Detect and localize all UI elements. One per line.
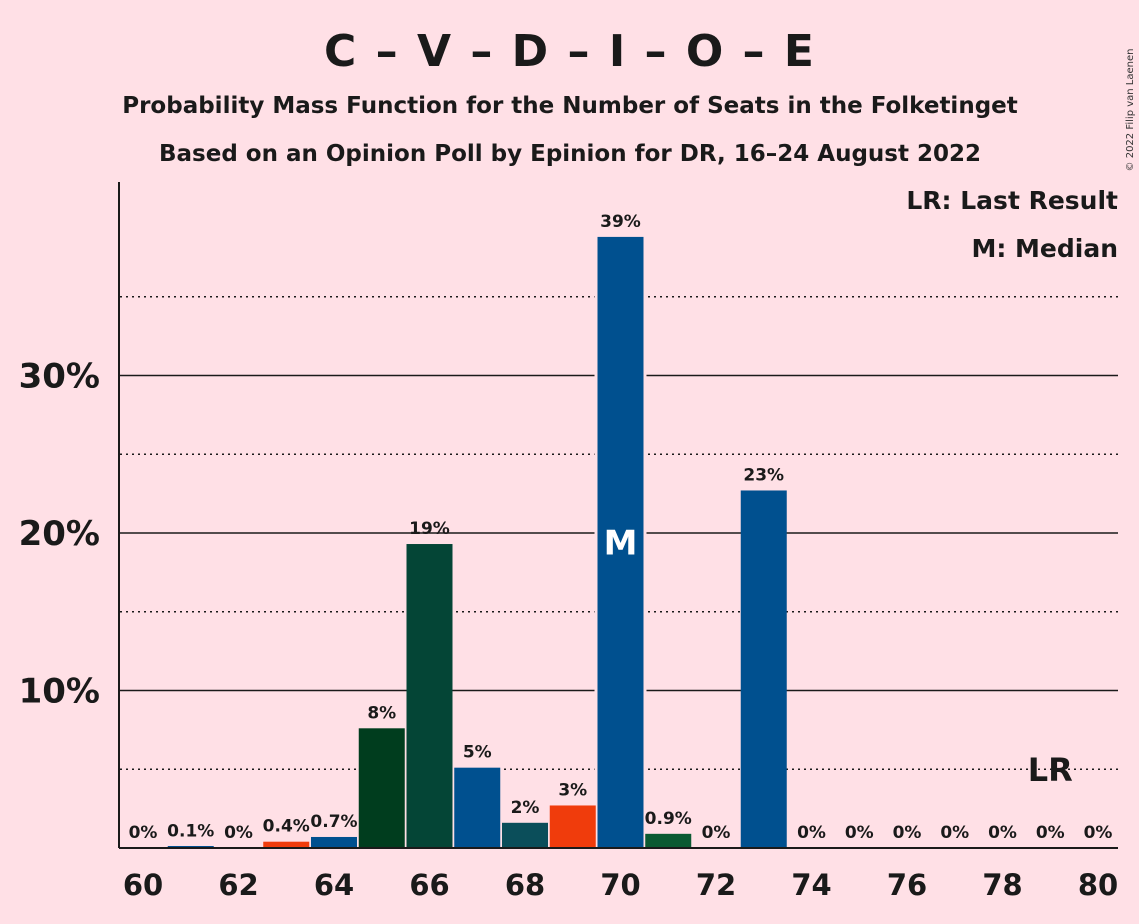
x-tick-label: 60 xyxy=(123,868,163,902)
x-tick-label: 80 xyxy=(1078,868,1118,902)
y-tick-label: 10% xyxy=(19,672,100,712)
data-label: 0% xyxy=(845,823,874,843)
x-tick-label: 66 xyxy=(409,868,449,902)
last-result-marker: LR xyxy=(1028,751,1073,789)
data-label: 2% xyxy=(511,798,540,818)
bar-seat-67 xyxy=(454,767,501,848)
bar-seat-64 xyxy=(311,836,357,848)
data-label: 0% xyxy=(1084,823,1113,843)
data-label: 0.7% xyxy=(310,812,357,832)
data-label: 0% xyxy=(797,823,826,843)
data-label: 0.4% xyxy=(263,817,310,837)
x-tick-label: 74 xyxy=(791,868,831,902)
data-label: 0% xyxy=(988,823,1017,843)
bar-seat-70 xyxy=(597,236,644,848)
y-tick-label: 20% xyxy=(19,514,100,554)
x-tick-label: 70 xyxy=(600,868,640,902)
data-label: 0.1% xyxy=(167,821,214,841)
x-tick-label: 62 xyxy=(218,868,258,902)
chart-title: C – V – D – I – O – E xyxy=(324,26,816,77)
chart-subtitle-1: Probability Mass Function for the Number… xyxy=(122,93,1018,119)
bar-seat-71 xyxy=(645,833,692,848)
data-label: 19% xyxy=(409,519,450,539)
legend-median: M: Median xyxy=(971,234,1118,263)
bar-seat-66 xyxy=(406,544,453,848)
bars xyxy=(167,236,787,848)
x-tick-label: 76 xyxy=(887,868,927,902)
data-label: 23% xyxy=(743,465,784,485)
data-label: 0% xyxy=(702,823,731,843)
y-axis-ticks: 10% 20% 30% xyxy=(19,357,100,712)
data-label: 0% xyxy=(893,823,922,843)
median-marker: M xyxy=(604,523,638,563)
data-label: 0% xyxy=(129,823,158,843)
data-label: 0.9% xyxy=(645,809,692,829)
bar-seat-68 xyxy=(502,822,548,848)
y-tick-label: 30% xyxy=(19,357,100,397)
data-label: 5% xyxy=(463,743,492,763)
legend-last-result: LR: Last Result xyxy=(906,186,1118,215)
bar-seat-73 xyxy=(740,490,787,848)
x-tick-label: 68 xyxy=(505,868,545,902)
chart-subtitle-2: Based on an Opinion Poll by Epinion for … xyxy=(159,141,981,167)
x-axis-ticks: 60 62 64 66 68 70 72 74 76 78 80 xyxy=(123,868,1118,902)
data-label: 0% xyxy=(940,823,969,843)
bar-seat-63 xyxy=(263,841,310,848)
bar-seat-69 xyxy=(549,805,596,848)
x-tick-label: 72 xyxy=(696,868,736,902)
x-tick-label: 64 xyxy=(314,868,354,902)
data-label: 0% xyxy=(1036,823,1065,843)
data-label: 39% xyxy=(600,212,641,232)
data-labels: 0% 0.1% 0% 0.4% 0.7% 8% 19% 5% 2% 3% 39% 0.9% 0% 23% 0… xyxy=(129,212,1113,843)
data-label: 0% xyxy=(224,823,253,843)
data-label: 3% xyxy=(558,780,587,800)
bar-seat-65 xyxy=(358,728,405,848)
data-label: 8% xyxy=(367,703,396,723)
x-tick-label: 78 xyxy=(982,868,1022,902)
copyright-notice: © 2022 Filip van Laenen xyxy=(1125,49,1136,172)
